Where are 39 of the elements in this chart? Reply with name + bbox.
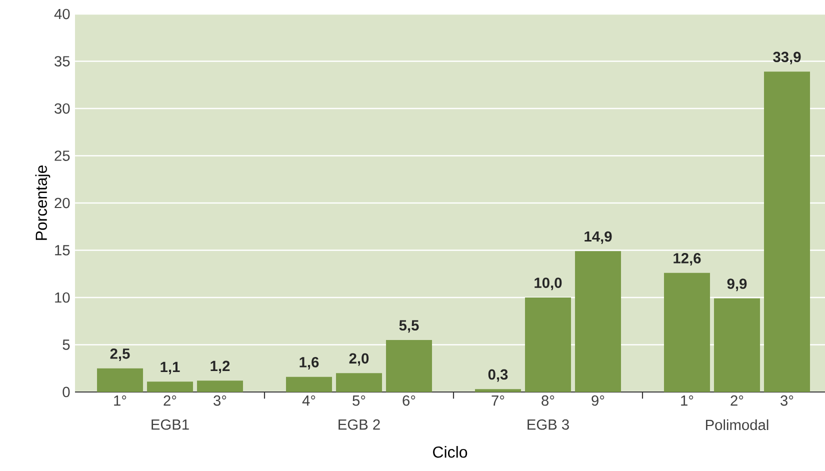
text: Polimodal (706, 419, 768, 430)
y-tick-label: 35 (54, 56, 70, 66)
data-label: 10,0 (534, 278, 562, 290)
data-label: 5,5 (399, 320, 419, 333)
x-tick-label: 9° (592, 395, 604, 406)
x-tick-label: 2° (164, 395, 176, 406)
x-tick-label: 2° (730, 395, 744, 406)
data-label: 1,2 (210, 360, 230, 374)
y-tick-label: 5 (62, 340, 70, 350)
x-tick-label: 3° (214, 395, 226, 406)
data-label: 0,3 (488, 369, 508, 382)
text: EGB 2 (338, 419, 380, 430)
y-tick-label: 30 (54, 103, 70, 114)
y-tick-label: 0 (62, 386, 70, 398)
text: EGB1 (152, 419, 189, 430)
x-tick-label: 3° (780, 395, 794, 406)
y-tick-label: 15 (55, 245, 70, 256)
data-label: 2,0 (349, 353, 369, 366)
y-tick-label: 20 (54, 198, 70, 208)
data-label: 33,9 (773, 52, 801, 64)
x-tick-label: 1° (114, 395, 126, 406)
x-tick-label: 1° (681, 395, 694, 406)
x-tick-label: 5° (352, 395, 366, 406)
data-label: 1,1 (160, 362, 180, 374)
x-axis-title: Ciclo (433, 446, 468, 458)
data-label: 14,9 (584, 231, 612, 244)
y-tick-label: 40 (54, 8, 70, 20)
x-tick-label: 8° (542, 395, 554, 406)
x-tick-label: 7° (492, 395, 504, 406)
x-tick-label: 4° (302, 395, 316, 406)
y-tick-label: 10 (55, 292, 70, 303)
x-tick-label: 6° (402, 395, 416, 406)
data-label: 12,6 (674, 253, 701, 266)
y-axis-title: Porcentaje (35, 165, 50, 240)
data-label: 2,5 (110, 348, 130, 361)
y-tick-label: 25 (54, 150, 70, 161)
text: EGB 3 (528, 419, 569, 430)
data-label: 1,6 (300, 356, 319, 370)
data-label: 9,9 (727, 278, 747, 292)
